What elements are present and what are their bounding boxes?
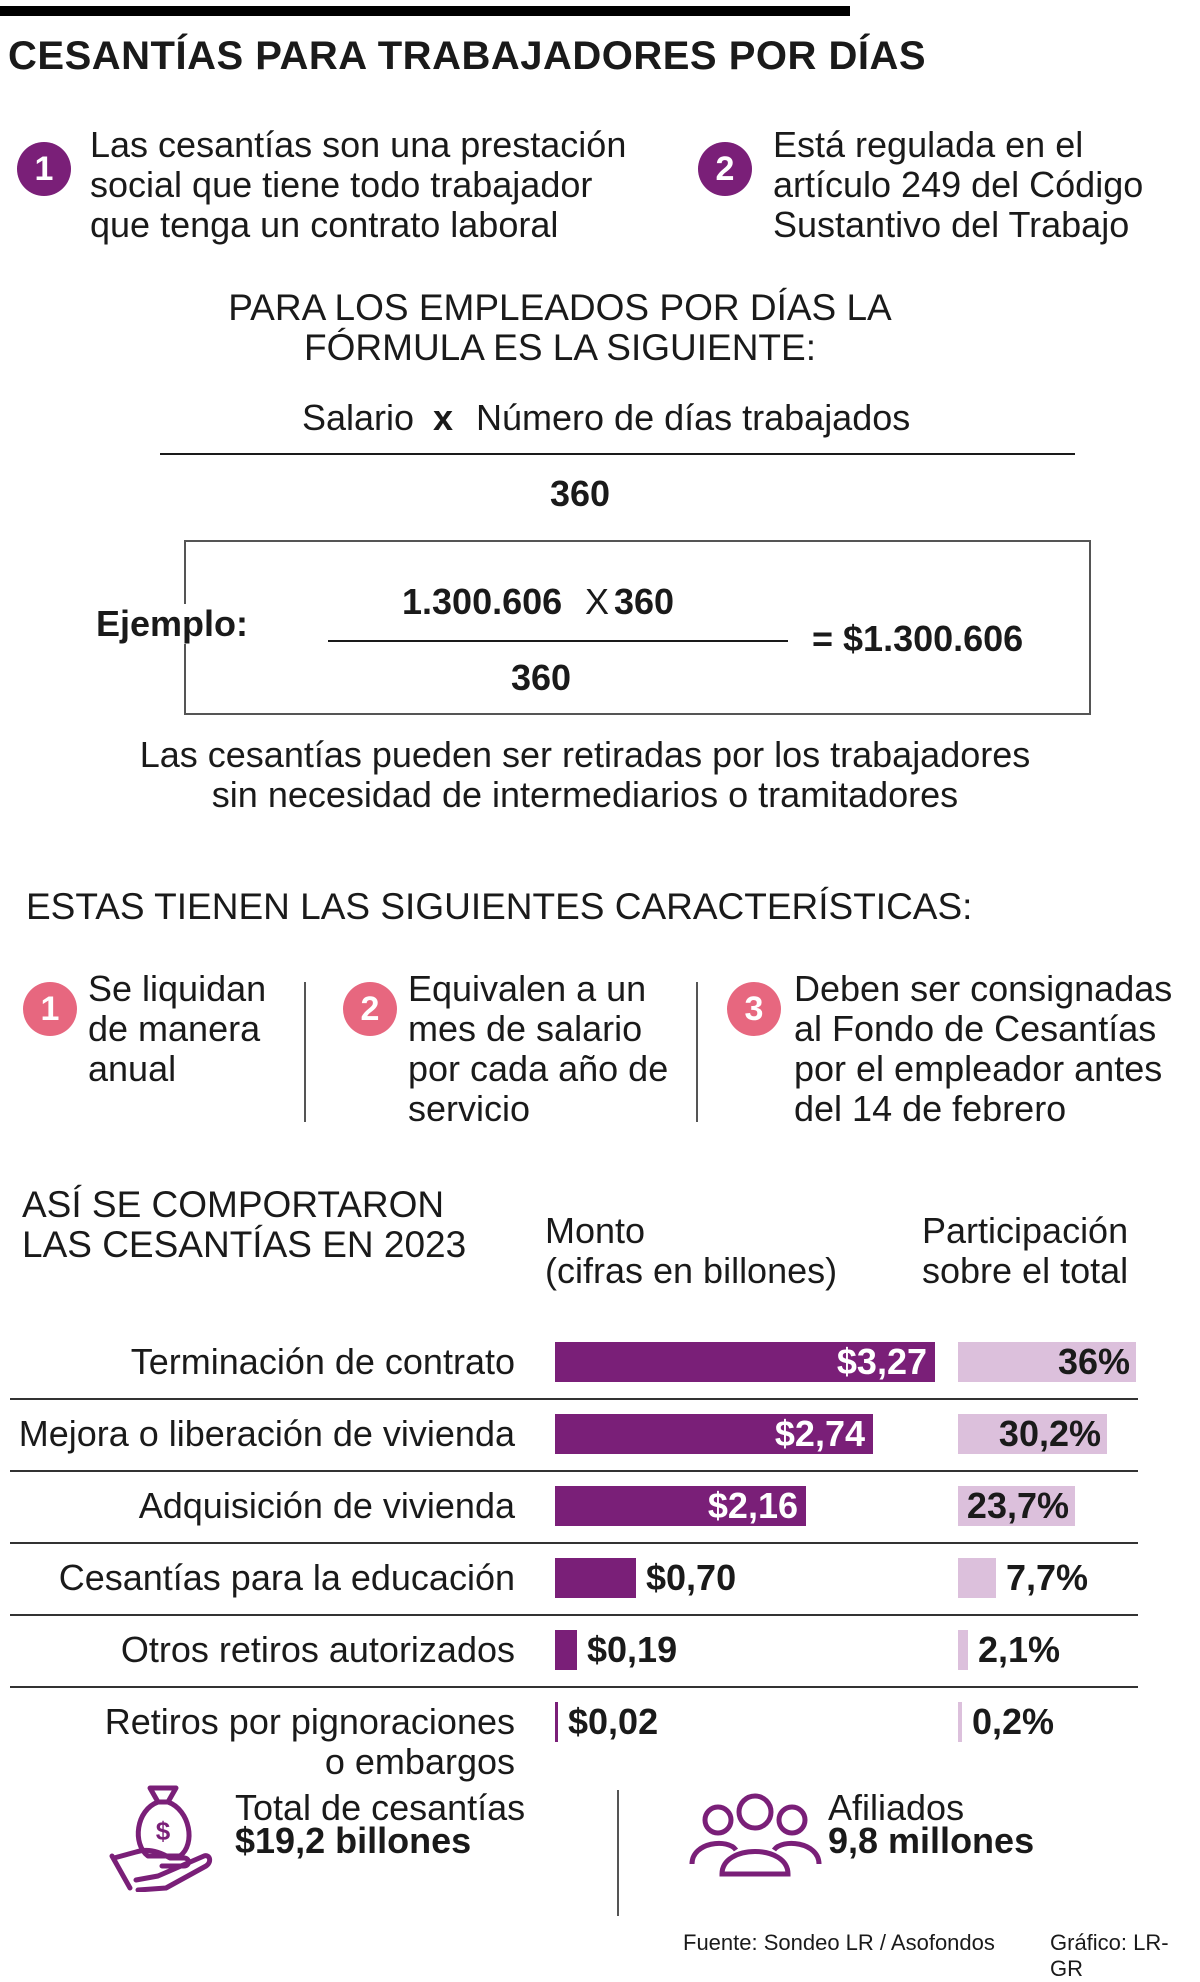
money-bag-hand-icon: $ [109, 1785, 213, 1892]
value-label: $3,27 [836, 1341, 927, 1382]
example-result: = $1.300.606 [812, 618, 1024, 659]
share-column-header: Participación sobre el total [922, 1210, 1129, 1291]
example-num-b: 360 [614, 581, 675, 622]
row-separator [10, 1686, 1138, 1688]
example-num-a: 1.300.606 [402, 581, 563, 622]
share-label: 2,1% [978, 1629, 1061, 1670]
intro-text-1: Las cesantías son una prestación social … [90, 124, 627, 245]
category-label: Terminación de contrato [130, 1341, 515, 1382]
feature-divider-1 [304, 982, 306, 1122]
value-bar [555, 1702, 558, 1742]
row-separator [10, 1398, 1138, 1400]
share-label: 36% [1057, 1341, 1130, 1382]
row-separator [10, 1470, 1138, 1472]
source-note: Fuente: Sondeo LR / Asofondos [683, 1930, 995, 1955]
feature-number-2: 2 [343, 982, 397, 1036]
share-label: 30,2% [998, 1413, 1101, 1454]
totals-divider [617, 1790, 619, 1916]
value-bar [555, 1414, 873, 1454]
value-bar [555, 1558, 636, 1598]
intro-number-2: 2 [698, 142, 752, 196]
formula-fraction-line [160, 453, 1075, 455]
page-title: CESANTÍAS PARA TRABAJADORES POR DÍAS [8, 34, 927, 78]
share-bar [958, 1342, 1136, 1382]
credit-note: Gráfico: LR-GR [1050, 1930, 1169, 1981]
value-column-header: Monto (cifras en billones) [545, 1210, 838, 1291]
share-label: 23,7% [966, 1485, 1069, 1526]
value-label: $0,70 [646, 1557, 737, 1598]
row-separator [10, 1614, 1138, 1616]
value-label: $0,19 [587, 1629, 678, 1670]
share-label: 0,2% [972, 1701, 1055, 1742]
share-label: 7,7% [1006, 1557, 1089, 1598]
feature-number-1: 1 [23, 982, 77, 1036]
share-bar [958, 1486, 1075, 1526]
intro-text-2: Está regulada en el artículo 249 del Cód… [773, 124, 1144, 245]
value-label: $2,74 [774, 1413, 865, 1454]
category-label: Retiros por pignoraciones o embargos [104, 1701, 515, 1782]
value-label: $0,02 [568, 1701, 659, 1742]
category-label: Adquisición de vivienda [138, 1485, 515, 1526]
share-bar [958, 1558, 996, 1598]
formula-numerator-right: Número de días trabajados [476, 397, 911, 438]
formula-numerator-left: Salario [302, 397, 415, 438]
feature-number-3: 3 [727, 982, 781, 1036]
chart-title: ASÍ SE COMPORTARON LAS CESANTÍAS EN 2023 [22, 1184, 467, 1265]
example-label: Ejemplo: [90, 604, 255, 644]
row-separator [10, 1542, 1138, 1544]
feature-text-2: Equivalen a un mes de salario por cada a… [408, 968, 669, 1129]
affiliates-label: Afiliados [828, 1787, 965, 1828]
top-rule [0, 6, 850, 16]
withdrawal-note: Las cesantías pueden ser retiradas por l… [139, 734, 1031, 815]
total-value: $19,2 billones [235, 1820, 472, 1861]
feature-text-3: Deben ser consignadas al Fondo de Cesant… [794, 968, 1173, 1129]
formula-heading: PARA LOS EMPLEADOS POR DÍAS LA FÓRMULA E… [228, 287, 892, 368]
value-bar [555, 1342, 935, 1382]
share-bar [958, 1414, 1107, 1454]
category-label: Otros retiros autorizados [120, 1629, 515, 1670]
affiliates-value: 9,8 millones [828, 1820, 1035, 1861]
value-bar [555, 1630, 577, 1670]
features-heading: ESTAS TIENEN LAS SIGUIENTES CARACTERÍSTI… [26, 886, 973, 927]
people-group-icon [689, 1793, 822, 1877]
example-fraction-line [328, 640, 788, 642]
value-bar [555, 1486, 806, 1526]
share-bar [958, 1702, 962, 1742]
feature-text-1: Se liquidan de manera anual [88, 968, 267, 1089]
category-label: Cesantías para la educación [58, 1557, 515, 1598]
intro-number-1: 1 [17, 142, 71, 196]
formula-denominator: 360 [549, 473, 611, 514]
share-bar [958, 1630, 968, 1670]
example-times: X [585, 581, 610, 622]
formula-times: x [433, 397, 454, 438]
feature-divider-2 [696, 982, 698, 1122]
value-label: $2,16 [707, 1485, 798, 1526]
total-label: Total de cesantías [235, 1787, 526, 1828]
svg-text:$: $ [156, 1816, 171, 1846]
category-label: Mejora o liberación de vivienda [18, 1413, 515, 1454]
example-denominator: 360 [510, 657, 572, 698]
